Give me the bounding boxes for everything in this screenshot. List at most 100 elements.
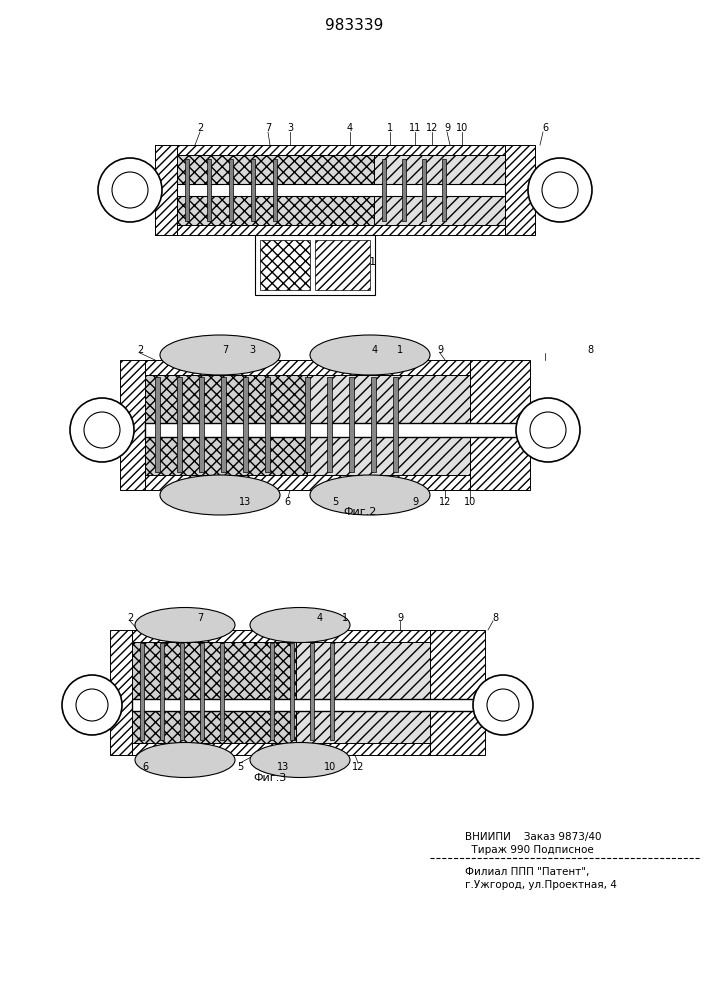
Text: 3: 3 [287, 123, 293, 133]
Bar [120, 360, 145, 490]
Ellipse shape [135, 742, 235, 778]
Circle shape [76, 689, 108, 721]
Bar [177, 377, 182, 472]
Bar [382, 159, 386, 221]
Bar [290, 643, 294, 740]
Text: 4: 4 [347, 123, 353, 133]
Text: 2: 2 [197, 123, 203, 133]
Bar [327, 377, 332, 472]
Bar [207, 159, 211, 221]
Text: 9: 9 [397, 613, 403, 623]
Ellipse shape [250, 742, 350, 778]
Circle shape [528, 158, 592, 222]
Bar [505, 145, 535, 235]
Bar [430, 630, 485, 755]
Bar [308, 375, 470, 475]
Text: 983339: 983339 [325, 17, 383, 32]
Circle shape [473, 675, 533, 735]
Ellipse shape [135, 607, 235, 643]
Bar [330, 643, 334, 740]
Bar [535, 184, 560, 196]
Text: Фиг.2: Фиг.2 [344, 507, 377, 517]
Text: 1: 1 [342, 613, 348, 623]
Text: 7: 7 [265, 123, 271, 133]
Bar [442, 159, 446, 221]
Bar [145, 375, 308, 475]
Circle shape [112, 172, 148, 208]
Circle shape [487, 689, 519, 721]
Text: 9: 9 [437, 345, 443, 355]
Text: 2: 2 [127, 613, 133, 623]
Bar [200, 643, 204, 740]
Bar [220, 643, 224, 740]
Bar [273, 159, 277, 221]
Bar [422, 159, 426, 221]
Bar [132, 743, 430, 755]
Bar [145, 475, 470, 490]
Text: 10: 10 [324, 762, 336, 772]
Text: 5: 5 [327, 250, 333, 260]
Bar [305, 377, 310, 472]
Text: 2: 2 [137, 345, 143, 355]
Bar [147, 184, 155, 196]
Text: Тираж 990 Подписное: Тираж 990 Подписное [465, 845, 594, 855]
Bar [145, 360, 470, 375]
Text: 7: 7 [197, 613, 203, 623]
Ellipse shape [160, 335, 280, 375]
Bar [310, 643, 314, 740]
Text: 1: 1 [387, 123, 393, 133]
Text: Фиг.3: Фиг.3 [253, 773, 286, 783]
Text: Фиг.1: Фиг.1 [344, 257, 377, 267]
Text: 6: 6 [542, 123, 548, 133]
Text: Филиал ППП "Патент",: Филиал ППП "Патент", [465, 867, 590, 877]
Bar [140, 643, 144, 740]
Bar [371, 377, 376, 472]
Bar [229, 159, 233, 221]
Text: 8: 8 [492, 613, 498, 623]
Bar [402, 159, 406, 221]
Text: ВНИИПИ    Заказ 9873/40: ВНИИПИ Заказ 9873/40 [465, 832, 602, 842]
Text: 5: 5 [332, 497, 338, 507]
Bar [251, 159, 255, 221]
Bar [393, 377, 398, 472]
Text: 10: 10 [456, 123, 468, 133]
Text: 12: 12 [426, 123, 438, 133]
Text: 11: 11 [409, 123, 421, 133]
Bar [177, 155, 374, 225]
Bar [255, 235, 375, 295]
Bar [374, 155, 505, 225]
Bar [132, 630, 430, 642]
Bar [221, 377, 226, 472]
Circle shape [542, 172, 578, 208]
Text: 10: 10 [464, 497, 476, 507]
Text: г.Ужгород, ул.Проектная, 4: г.Ужгород, ул.Проектная, 4 [465, 880, 617, 890]
Circle shape [84, 412, 120, 448]
Bar [185, 159, 189, 221]
Bar [270, 643, 274, 740]
Bar [180, 643, 184, 740]
Text: 4: 4 [372, 345, 378, 355]
Text: 9: 9 [444, 123, 450, 133]
Ellipse shape [160, 475, 280, 515]
Circle shape [98, 158, 162, 222]
Bar [177, 184, 505, 196]
Circle shape [70, 398, 134, 462]
Text: 13: 13 [277, 762, 289, 772]
Text: 6: 6 [284, 497, 290, 507]
Bar [160, 643, 164, 740]
Text: 13: 13 [284, 250, 296, 260]
Text: 13: 13 [239, 497, 251, 507]
Bar [145, 423, 530, 437]
Text: 1: 1 [397, 345, 403, 355]
Text: 12: 12 [439, 497, 451, 507]
Bar [155, 145, 535, 155]
Ellipse shape [310, 335, 430, 375]
Bar [132, 642, 296, 743]
Bar [349, 377, 354, 472]
Bar [199, 377, 204, 472]
Bar [315, 240, 370, 290]
Bar [132, 699, 485, 711]
Bar [155, 377, 160, 472]
Circle shape [62, 675, 122, 735]
Circle shape [516, 398, 580, 462]
